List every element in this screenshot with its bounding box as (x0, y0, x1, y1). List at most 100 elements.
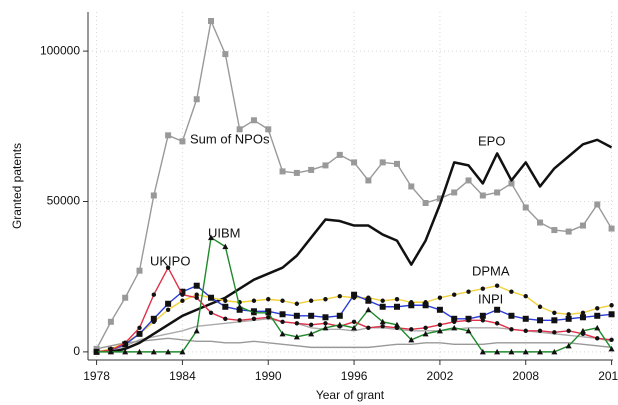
marker (122, 348, 129, 355)
marker (595, 306, 600, 311)
marker (494, 283, 500, 288)
marker (223, 298, 228, 303)
marker (180, 298, 185, 303)
marker (566, 328, 571, 334)
marker (451, 315, 458, 322)
marker (194, 292, 199, 297)
marker (436, 306, 443, 313)
marker (165, 307, 171, 312)
marker (608, 225, 615, 232)
marker (266, 297, 271, 302)
marker (308, 166, 315, 173)
marker (537, 328, 543, 334)
marker (480, 286, 486, 291)
marker (466, 318, 471, 323)
marker (165, 265, 171, 270)
marker (436, 327, 443, 334)
marker (93, 345, 100, 352)
marker (452, 319, 457, 325)
marker (165, 132, 172, 139)
y-tick-label: 100000 (40, 43, 80, 57)
marker (236, 126, 243, 133)
series-label: Sum of NPOs (190, 131, 270, 146)
marker (451, 189, 458, 196)
marker (165, 348, 172, 355)
marker (193, 327, 200, 334)
marker (523, 328, 528, 334)
marker (265, 126, 272, 133)
marker (537, 348, 544, 355)
marker (323, 297, 328, 302)
x-tick-label: 1978 (83, 369, 110, 383)
marker (336, 151, 343, 158)
marker (265, 309, 272, 316)
marker (266, 315, 271, 320)
marker (223, 316, 228, 321)
marker (351, 291, 358, 298)
marker (237, 318, 242, 323)
marker (136, 267, 143, 274)
marker (579, 222, 586, 229)
marker (522, 204, 529, 211)
marker (280, 319, 285, 325)
marker (122, 340, 128, 346)
marker (279, 330, 286, 337)
marker (365, 177, 372, 184)
marker (522, 348, 529, 355)
marker (136, 330, 143, 337)
marker (150, 348, 157, 355)
marker (193, 282, 200, 289)
marker (552, 310, 557, 315)
marker (151, 292, 157, 297)
marker (594, 201, 601, 208)
marker (208, 234, 215, 241)
marker (194, 295, 199, 300)
marker (165, 300, 172, 307)
y-tick-label: 0 (73, 344, 80, 358)
series-label: UKIPO (150, 253, 190, 268)
series-label: UIBM (208, 225, 241, 240)
marker (465, 177, 472, 184)
marker (294, 321, 300, 326)
marker (608, 311, 615, 318)
marker (565, 228, 572, 235)
marker (494, 321, 500, 326)
x-tick-label: 2002 (427, 369, 454, 383)
marker (222, 51, 229, 58)
marker (479, 348, 486, 355)
marker (537, 317, 544, 324)
marker (136, 348, 143, 355)
marker (466, 289, 471, 294)
marker (222, 303, 229, 310)
marker (523, 294, 528, 299)
marker (365, 306, 372, 313)
marker (279, 311, 286, 318)
marker (608, 345, 615, 352)
marker (351, 159, 358, 166)
marker (336, 321, 343, 328)
marker (366, 325, 371, 331)
marker (308, 322, 314, 328)
marker (409, 327, 414, 332)
marker (322, 324, 329, 331)
marker (236, 306, 243, 313)
marker (565, 315, 572, 322)
marker (522, 315, 529, 322)
marker (422, 330, 429, 337)
marker (179, 348, 186, 355)
marker (609, 303, 614, 308)
marker (150, 315, 157, 322)
marker (250, 309, 257, 316)
marker (208, 310, 214, 315)
marker (393, 160, 400, 167)
marker (379, 159, 386, 166)
y-tick-label: 50000 (47, 194, 81, 208)
marker (294, 301, 300, 306)
marker (323, 321, 328, 326)
marker (379, 318, 386, 325)
marker (408, 183, 415, 190)
marker (436, 195, 443, 202)
marker (279, 168, 286, 175)
marker (551, 317, 558, 324)
marker (465, 327, 472, 334)
